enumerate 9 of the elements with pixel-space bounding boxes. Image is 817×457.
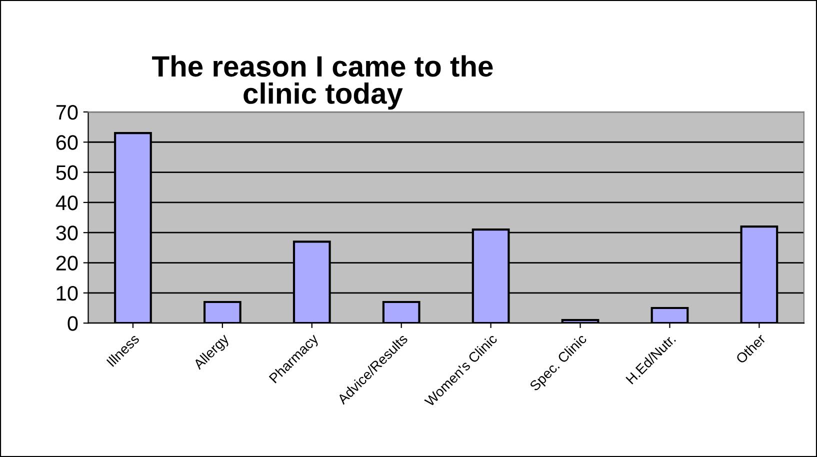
y-tick-label: 10 — [56, 286, 78, 301]
y-tick-label: 50 — [56, 165, 78, 180]
y-tick-label: 20 — [56, 256, 78, 271]
y-tick-label: 70 — [56, 104, 78, 120]
y-tick-label: 0 — [68, 316, 78, 331]
y-tick-label: 60 — [56, 135, 78, 150]
y-tick-label: 30 — [56, 226, 78, 240]
y-tick-label: 40 — [56, 195, 78, 210]
chart-title: The reason I came to the clinic today — [152, 55, 493, 110]
